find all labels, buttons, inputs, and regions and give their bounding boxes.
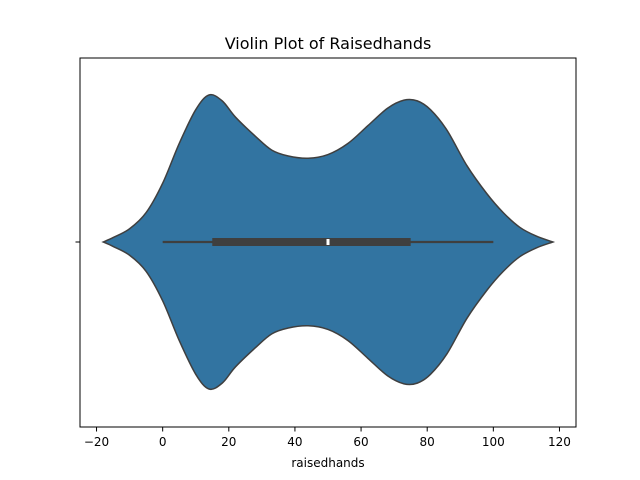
x-tick-label: −20 xyxy=(84,435,109,449)
x-tick-label: 40 xyxy=(287,435,302,449)
x-tick-label: 80 xyxy=(420,435,435,449)
x-tick-label: 120 xyxy=(548,435,571,449)
iqr-box xyxy=(212,238,411,246)
x-tick-label: 60 xyxy=(353,435,368,449)
chart-title: Violin Plot of Raisedhands xyxy=(225,34,432,53)
x-tick-label: 0 xyxy=(159,435,167,449)
x-axis-label: raisedhands xyxy=(291,456,364,470)
median-marker xyxy=(326,239,330,245)
x-tick-label: 100 xyxy=(482,435,505,449)
x-tick-label: 20 xyxy=(221,435,236,449)
